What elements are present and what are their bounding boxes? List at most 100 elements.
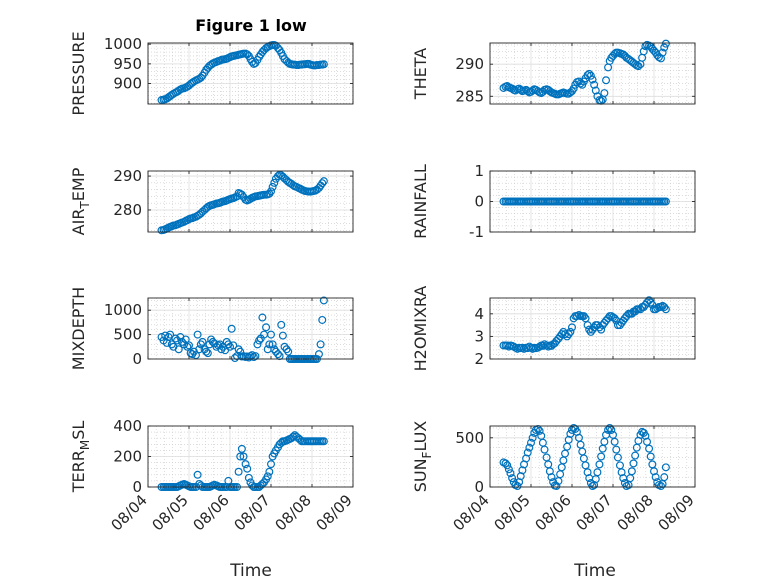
data-point [319, 437, 328, 446]
data-point [227, 324, 236, 333]
data-point [645, 444, 654, 453]
data-point [267, 460, 276, 469]
series-markers [157, 296, 328, 364]
y-axis-label: TERRMSL [69, 421, 92, 494]
subplot-air_temp: 280 290 AIRTEMP [69, 167, 354, 235]
series-markers [499, 39, 670, 105]
series-markers [499, 197, 670, 206]
data-point [643, 437, 652, 446]
axes-box [489, 42, 696, 105]
data-point [506, 469, 515, 478]
data-point [236, 452, 245, 461]
y-tick-label: 500 [455, 429, 484, 447]
data-point [528, 433, 537, 442]
y-tick-label: 1 [474, 162, 484, 180]
y-tick-label: 400 [113, 417, 142, 435]
axes-box [147, 297, 354, 360]
data-point [627, 467, 636, 476]
data-point [528, 86, 537, 95]
data-point [174, 345, 183, 354]
data-point [185, 341, 194, 350]
data-point [528, 344, 537, 353]
left-column-xlabel: Time [229, 561, 272, 581]
figure-title: Figure 1 low [195, 16, 307, 35]
data-point [661, 197, 670, 206]
data-point [270, 178, 279, 187]
data-point [255, 336, 264, 345]
data-point [661, 39, 670, 48]
series-markers [499, 423, 670, 491]
data-point [166, 330, 175, 339]
data-point [195, 345, 204, 354]
data-point [275, 352, 284, 361]
data-point [203, 349, 212, 358]
data-point [523, 448, 532, 457]
data-point [566, 327, 575, 336]
series-markers [499, 296, 670, 353]
data-point [583, 71, 592, 80]
series-markers [157, 40, 328, 105]
data-point [588, 75, 597, 84]
data-point [610, 437, 619, 446]
y-tick-label: 500 [113, 326, 142, 344]
data-point [540, 445, 549, 454]
data-point [191, 351, 200, 360]
y-tick-label: 290 [455, 55, 484, 73]
data-point [564, 330, 573, 339]
axes-box [489, 297, 696, 360]
y-tick-label: 1000 [104, 301, 142, 319]
data-point [319, 60, 328, 69]
data-point [661, 305, 670, 314]
y-tick-label: 290 [113, 167, 142, 185]
data-point [612, 445, 621, 454]
right-column-xlabel: Time [573, 561, 616, 581]
data-point [278, 331, 287, 340]
y-tick-label: 200 [113, 448, 142, 466]
data-point [237, 444, 246, 453]
data-point [258, 313, 267, 322]
y-tick-label: 0 [132, 350, 142, 368]
data-point [544, 342, 553, 351]
data-point [183, 342, 192, 351]
data-point [268, 340, 277, 349]
data-point [265, 340, 274, 349]
y-tick-label: 0 [132, 478, 142, 496]
data-point [656, 54, 665, 63]
data-point [273, 350, 282, 359]
axes-background [148, 298, 353, 359]
y-axis-label: H2OMIXRA [411, 286, 430, 372]
data-point [588, 482, 597, 491]
data-point [547, 473, 556, 482]
data-point [660, 43, 669, 52]
subplot-pressure: 900 950 1000 PRESSURE [69, 31, 354, 116]
data-point [251, 352, 260, 361]
axes-box [489, 425, 696, 488]
y-axis-label: MIXDEPTH [69, 287, 88, 370]
y-tick-label: 1000 [104, 35, 142, 53]
data-point [567, 323, 576, 332]
data-point [552, 482, 561, 491]
data-point [660, 303, 669, 312]
data-point [508, 474, 517, 483]
data-point [314, 350, 323, 359]
data-point [237, 190, 246, 199]
data-point [661, 463, 670, 472]
y-tick-label: 900 [113, 75, 142, 93]
data-point [318, 179, 327, 188]
data-point [501, 459, 510, 468]
y-tick-label: 4 [474, 305, 484, 323]
y-tick-label: 950 [113, 55, 142, 73]
data-point [656, 482, 665, 491]
axes-box [147, 42, 354, 105]
data-point [229, 341, 238, 350]
data-point [590, 80, 599, 89]
subplot-theta: 285 290 THETA [411, 39, 696, 105]
series-markers [157, 170, 328, 235]
data-point [289, 432, 298, 441]
y-tick-label: 0 [474, 478, 484, 496]
data-point [585, 69, 594, 78]
y-tick-label: 0 [474, 193, 484, 211]
data-point [193, 470, 202, 479]
y-tick-label: 3 [474, 327, 484, 345]
